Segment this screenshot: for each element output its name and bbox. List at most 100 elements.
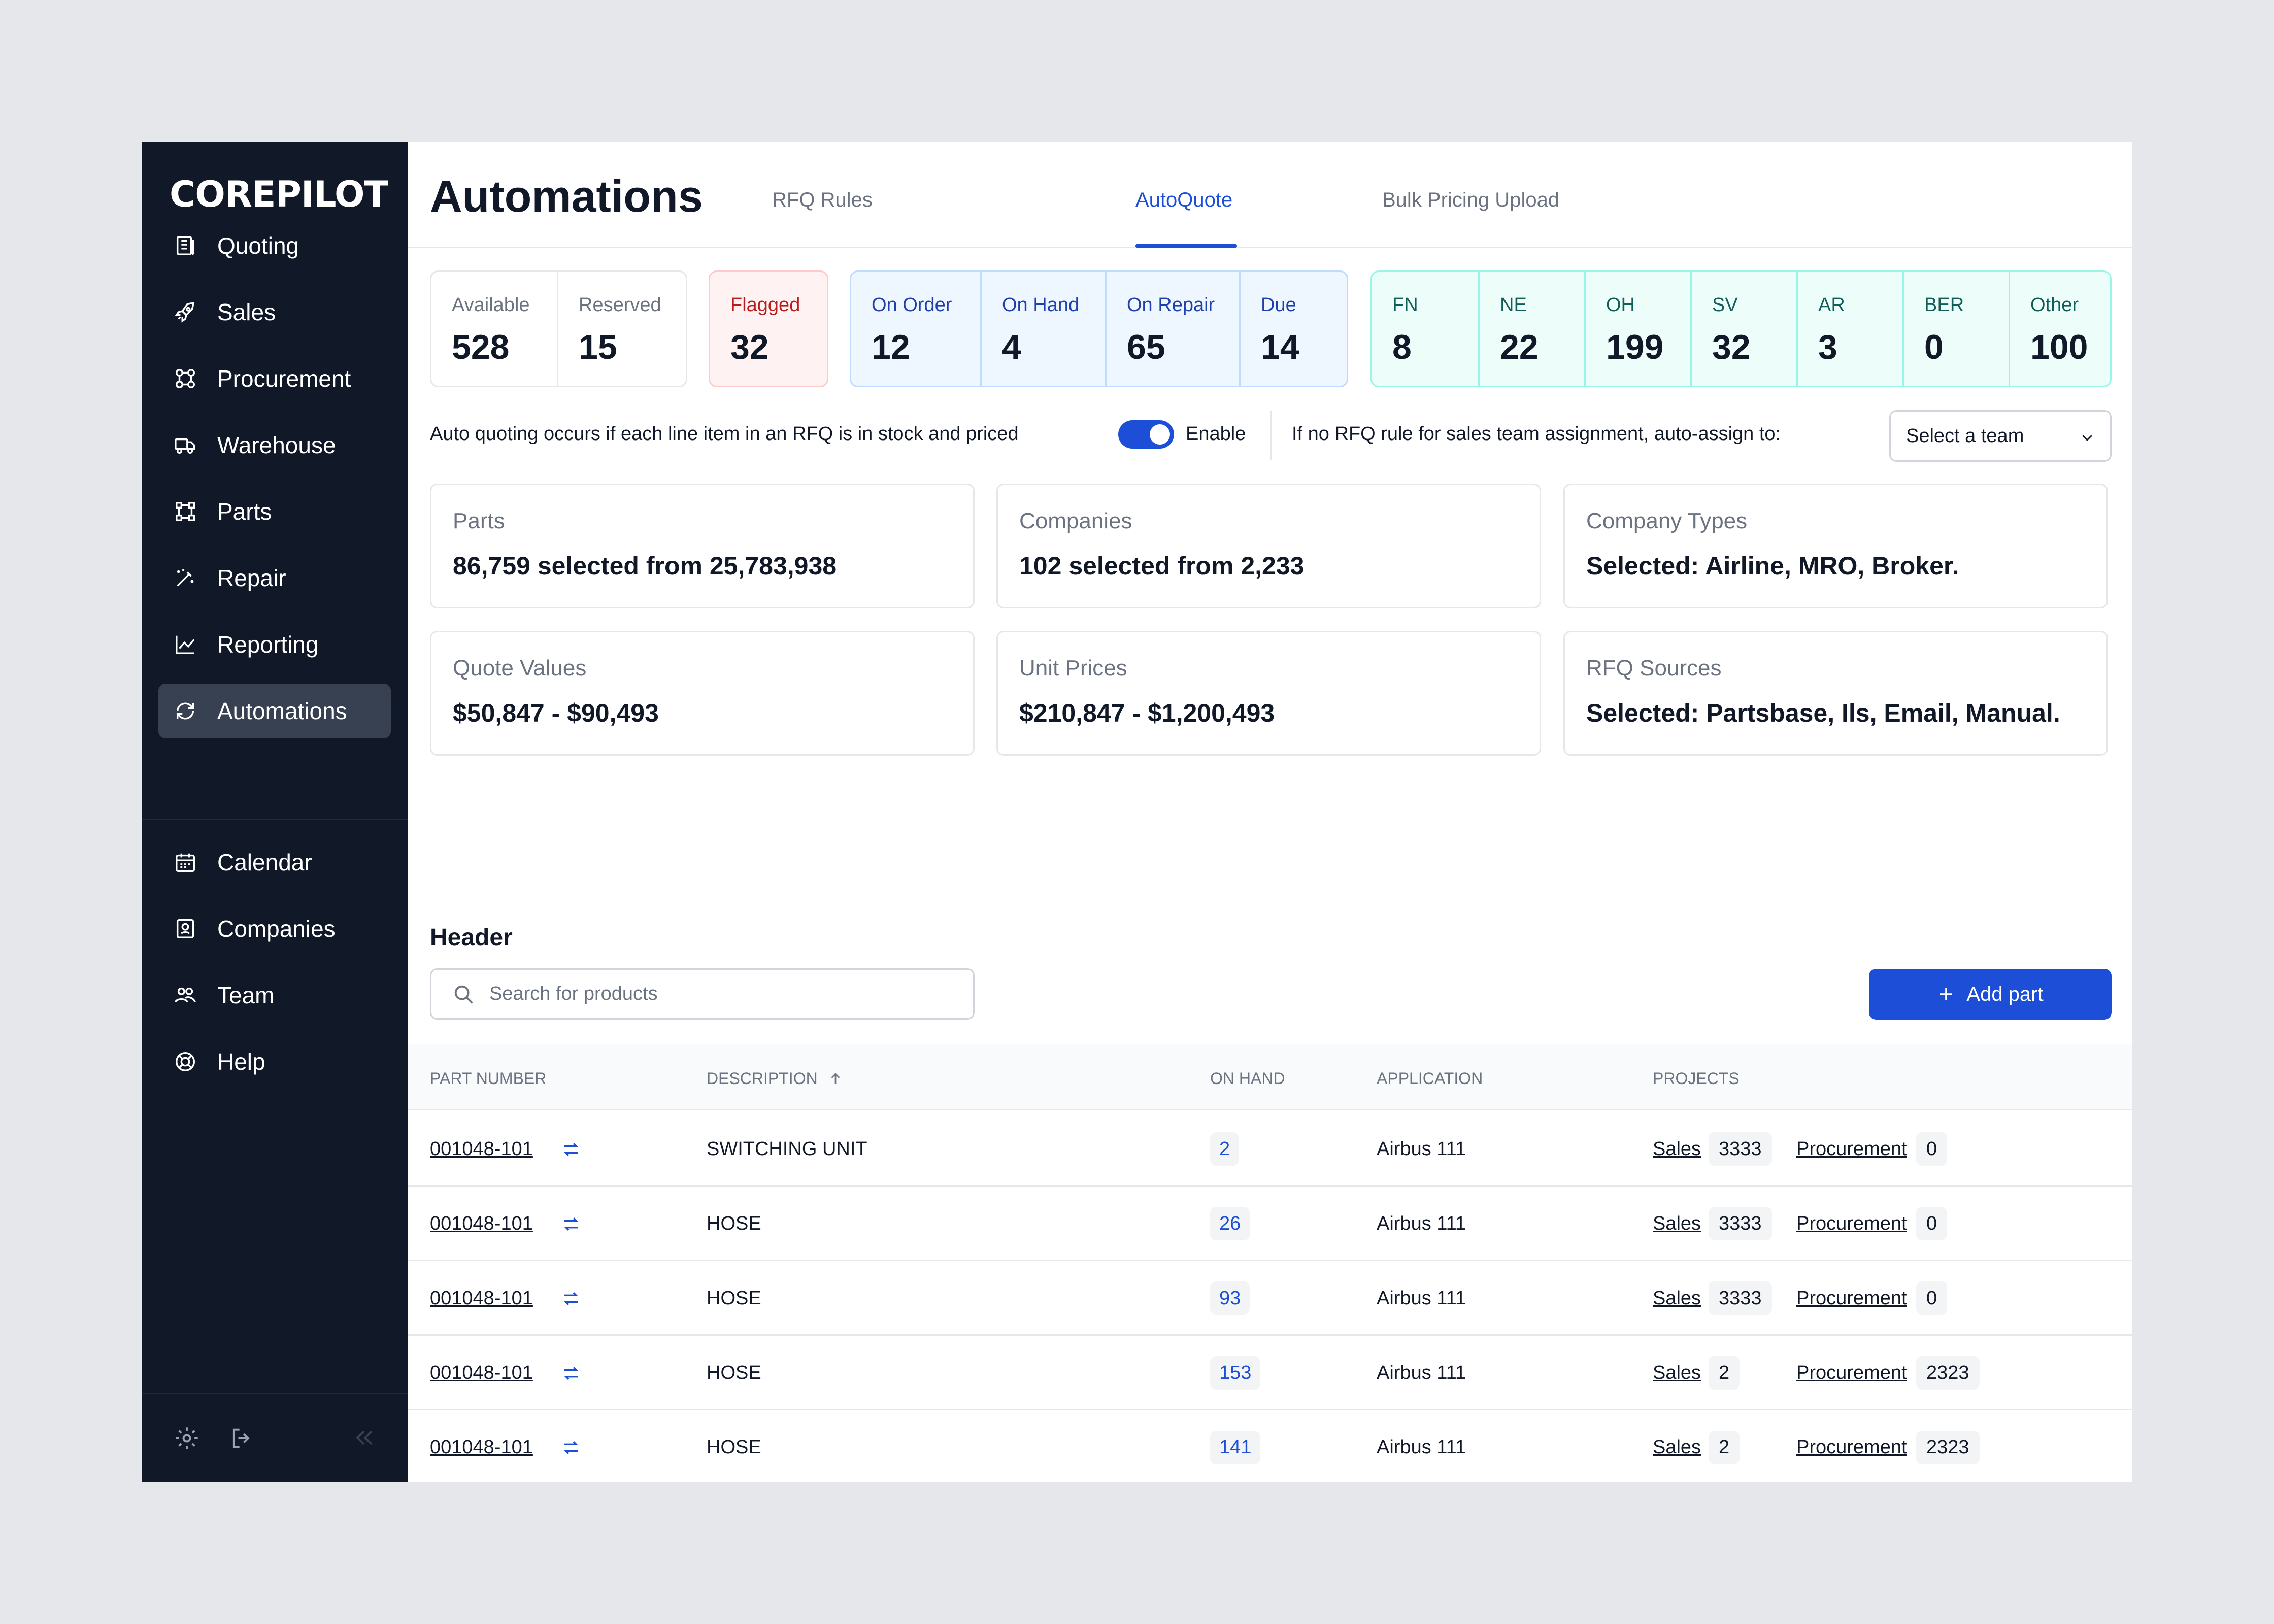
filter-card-company-types[interactable]: Company Types Selected: Airline, MRO, Br… (1563, 484, 2108, 608)
stat-ne: NE 22 (1478, 272, 1584, 386)
project-procurement-link[interactable]: Procurement (1796, 1138, 1907, 1160)
project-sales-count: 2 (1709, 1431, 1740, 1464)
sidebar-item-warehouse[interactable]: Warehouse (158, 418, 391, 472)
sidebar-item-label: Sales (217, 299, 276, 325)
part-number-link[interactable]: 001048-101 (430, 1362, 533, 1383)
tab-rfq-rules[interactable]: RFQ Rules (772, 189, 873, 211)
part-number-link[interactable]: 001048-101 (430, 1437, 533, 1458)
stat-value: 32 (1712, 328, 1751, 366)
stat-other: Other 100 (2009, 272, 2110, 386)
sync-icon[interactable] (561, 1289, 581, 1309)
active-tab-indicator (1135, 244, 1237, 248)
sync-icon[interactable] (561, 1214, 581, 1234)
add-part-button[interactable]: Add part (1869, 969, 2112, 1020)
filter-card-quote-values[interactable]: Quote Values $50,847 - $90,493 (430, 631, 975, 756)
stat-on-hand: On Hand 4 (980, 272, 1105, 386)
column-description[interactable]: DESCRIPTION (707, 1069, 843, 1088)
sidebar-divider (142, 819, 408, 820)
sidebar-item-reporting[interactable]: Reporting (158, 617, 391, 672)
project-sales-link[interactable]: Sales (1653, 1138, 1701, 1160)
table-row[interactable]: 001048-101 HOSE 141 Airbus 111 Sales 2 Procure… (408, 1410, 2132, 1482)
collapse-sidebar-icon[interactable] (351, 1425, 377, 1451)
sidebar-item-quoting[interactable]: Quoting (158, 218, 391, 273)
search-input[interactable] (489, 983, 946, 1005)
project-sales-link[interactable]: Sales (1653, 1362, 1701, 1383)
sidebar-item-label: Calendar (217, 849, 312, 875)
project-procurement-link[interactable]: Procurement (1796, 1362, 1907, 1383)
project-procurement-link[interactable]: Procurement (1796, 1437, 1907, 1458)
sidebar-item-team[interactable]: Team (158, 968, 391, 1023)
project-sales-link[interactable]: Sales (1653, 1288, 1701, 1309)
calendar-icon (176, 853, 195, 872)
card-value: Selected: Airline, MRO, Broker. (1586, 552, 1959, 580)
on-hand-badge: 141 (1210, 1431, 1261, 1464)
sidebar-item-label: Help (217, 1048, 265, 1075)
tab-autoquote[interactable]: AutoQuote (1135, 189, 1233, 211)
sidebar-item-repair[interactable]: Repair (158, 551, 391, 605)
column-on-hand[interactable]: ON HAND (1210, 1069, 1285, 1088)
part-number-link[interactable]: 001048-101 (430, 1213, 533, 1234)
tab-bulk-pricing-upload[interactable]: Bulk Pricing Upload (1382, 189, 1560, 211)
sidebar-item-companies[interactable]: Companies (158, 901, 391, 956)
sidebar-item-label: Parts (217, 498, 272, 525)
project-procurement-link[interactable]: Procurement (1796, 1288, 1907, 1309)
sidebar-item-label: Automations (217, 698, 347, 724)
project-sales-link[interactable]: Sales (1653, 1213, 1701, 1234)
sidebar-item-procurement[interactable]: Procurement (158, 351, 391, 406)
part-number-link[interactable]: 001048-101 (430, 1138, 533, 1160)
on-hand-badge: 153 (1210, 1356, 1261, 1390)
filter-card-companies[interactable]: Companies 102 selected from 2,233 (996, 484, 1541, 608)
condition-stats: FN 8 NE 22 OH 199 SV 32 AR 3 BER 0 (1370, 270, 2112, 387)
description-cell: SWITCHING UNIT (707, 1138, 867, 1160)
card-label: Quote Values (453, 656, 587, 681)
sidebar: COREPILOT Quoting Sales Procurement Ware… (142, 142, 408, 1482)
sidebar-item-parts[interactable]: Parts (158, 484, 391, 539)
column-part-number[interactable]: PART NUMBER (430, 1069, 547, 1088)
project-sales-link[interactable]: Sales (1653, 1437, 1701, 1458)
table-row[interactable]: 001048-101 SWITCHING UNIT 2 Airbus 111 Sales… (408, 1112, 2132, 1187)
stat-flagged: Flagged 32 (710, 272, 827, 386)
column-application[interactable]: APPLICATION (1377, 1069, 1483, 1088)
team-select[interactable]: Select a team (1889, 410, 2112, 462)
sync-icon[interactable] (561, 1438, 581, 1458)
filter-card-rfq-sources[interactable]: RFQ Sources Selected: Partsbase, Ils, Em… (1563, 631, 2108, 756)
truck-icon (175, 438, 195, 454)
building-icon (176, 919, 194, 938)
sync-icon[interactable] (561, 1363, 581, 1383)
stat-label: Available (452, 294, 530, 316)
primary-nav: Quoting Sales Procurement Warehouse Part… (158, 218, 391, 750)
toggle-knob (1150, 424, 1170, 445)
stat-oh: OH 199 (1584, 272, 1690, 386)
application-cell: Airbus 111 (1377, 1362, 1466, 1383)
sidebar-item-sales[interactable]: Sales (158, 285, 391, 340)
secondary-nav: Calendar Companies Team Help (158, 835, 391, 1101)
stat-value: 100 (2030, 328, 2088, 366)
sync-icon[interactable] (561, 1139, 581, 1160)
table-row[interactable]: 001048-101 HOSE 93 Airbus 111 Sales 3333 Procu… (408, 1261, 2132, 1336)
part-number-link[interactable]: 001048-101 (430, 1288, 533, 1309)
main-content: Automations RFQ Rules AutoQuote Bulk Pri… (408, 142, 2132, 1482)
card-value: 86,759 selected from 25,783,938 (453, 552, 837, 580)
stat-fn: FN 8 (1372, 272, 1478, 386)
column-projects[interactable]: PROJECTS (1653, 1069, 1740, 1088)
app-window: COREPILOT Quoting Sales Procurement Ware… (142, 142, 2132, 1482)
stat-on-repair: On Repair 65 (1105, 272, 1239, 386)
column-label: DESCRIPTION (707, 1069, 818, 1088)
project-procurement-link[interactable]: Procurement (1796, 1213, 1907, 1234)
card-label: Company Types (1586, 509, 1748, 533)
sidebar-item-calendar[interactable]: Calendar (158, 835, 391, 890)
gear-icon[interactable] (174, 1425, 200, 1451)
table-row[interactable]: 001048-101 HOSE 153 Airbus 111 Sales 2 Procure… (408, 1336, 2132, 1410)
table-row[interactable]: 001048-101 HOSE 26 Airbus 111 Sales 3333 Procu… (408, 1187, 2132, 1261)
logout-icon[interactable] (228, 1425, 255, 1451)
sidebar-item-automations[interactable]: Automations (158, 684, 391, 738)
stat-value: 65 (1127, 328, 1165, 366)
stat-ar: AR 3 (1796, 272, 1902, 386)
stat-due: Due 14 (1239, 272, 1347, 386)
enable-toggle[interactable] (1118, 420, 1174, 449)
sidebar-item-help[interactable]: Help (158, 1034, 391, 1089)
filter-card-parts[interactable]: Parts 86,759 selected from 25,783,938 (430, 484, 975, 608)
stat-value: 8 (1392, 328, 1412, 366)
filter-card-unit-prices[interactable]: Unit Prices $210,847 - $1,200,493 (996, 631, 1541, 756)
lifebuoy-icon (176, 1052, 195, 1071)
